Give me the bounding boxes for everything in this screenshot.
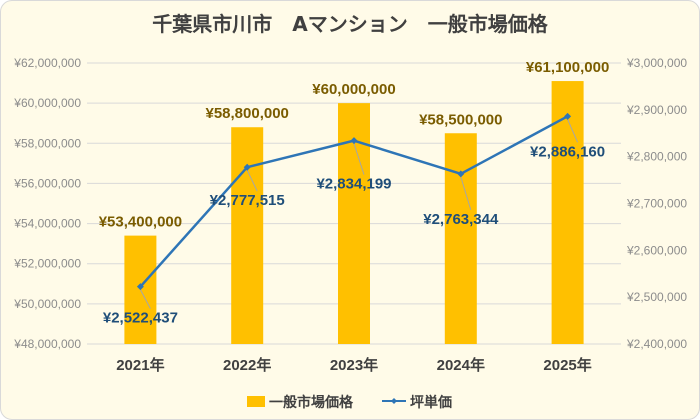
leader-line <box>460 176 472 210</box>
leader-line <box>567 119 579 143</box>
data-labels: ¥53,400,000 ¥58,800,000 ¥60,000,000 ¥58,500… <box>99 59 610 327</box>
right-axis-tick-label: ¥2,600,000 <box>626 243 687 257</box>
line-data-label: ¥2,763,344 <box>423 211 499 228</box>
category-tick-label: 2023年 <box>330 356 378 374</box>
legend-line-label: 坪単価 <box>410 394 452 411</box>
bar-data-label: ¥58,500,000 <box>419 111 502 128</box>
right-axis-tick-label: ¥2,800,000 <box>626 150 687 164</box>
left-axis-tick-label: ¥50,000,000 <box>13 297 81 311</box>
bar <box>551 81 584 345</box>
bar-series <box>124 81 584 345</box>
bar-data-label: ¥60,000,000 <box>312 81 395 98</box>
leader-line <box>353 143 365 175</box>
right-axis-tick-label: ¥2,400,000 <box>626 337 687 351</box>
category-tick-label: 2025年 <box>543 356 591 374</box>
legend: 一般市場価格 坪単価 <box>247 394 452 411</box>
line-point-marker <box>243 163 251 171</box>
right-axis-tick-label: ¥2,700,000 <box>626 197 687 211</box>
line-point-marker <box>564 112 572 120</box>
bar-data-label: ¥58,800,000 <box>205 105 288 122</box>
category-tick-label: 2022年 <box>223 356 271 374</box>
leader-line <box>246 169 258 192</box>
line-series <box>136 112 572 291</box>
left-axis-tick-label: ¥54,000,000 <box>13 217 81 231</box>
legend-bar-swatch <box>247 396 265 407</box>
bar-data-label: ¥53,400,000 <box>99 214 182 231</box>
legend-line-marker-icon <box>391 398 397 404</box>
line-point-marker <box>136 283 144 291</box>
right-axis-ticks: ¥2,400,000 ¥2,500,000 ¥2,600,000 ¥2,700,000… <box>626 56 687 351</box>
left-axis-tick-label: ¥58,000,000 <box>13 136 81 150</box>
line-data-label: ¥2,834,199 <box>316 176 391 193</box>
category-axis: 2021年 2022年 2023年 2024年 2025年 <box>116 356 592 374</box>
left-axis-ticks: ¥48,000,000 ¥50,000,000 ¥52,000,000 ¥54,000… <box>13 56 81 351</box>
leader-line <box>139 289 151 309</box>
line-data-label: ¥2,777,515 <box>210 192 285 209</box>
line-data-label: ¥2,522,437 <box>103 310 178 327</box>
category-tick-label: 2024年 <box>437 356 485 374</box>
bar <box>444 133 477 344</box>
left-axis-tick-label: ¥48,000,000 <box>13 337 81 351</box>
left-axis-tick-label: ¥52,000,000 <box>13 257 81 271</box>
bar-data-label: ¥61,100,000 <box>526 59 609 76</box>
line-point-marker <box>457 170 465 178</box>
label-leader-lines <box>139 119 579 309</box>
left-axis-tick-label: ¥62,000,000 <box>13 56 81 70</box>
right-axis-tick-label: ¥3,000,000 <box>626 56 687 70</box>
right-axis-tick-label: ¥2,500,000 <box>626 290 687 304</box>
line-point-marker <box>350 137 358 145</box>
left-axis-tick-label: ¥56,000,000 <box>13 176 81 190</box>
right-axis-tick-label: ¥2,900,000 <box>626 103 687 117</box>
legend-bar-label: 一般市場価格 <box>269 394 354 411</box>
bar <box>231 127 264 344</box>
left-axis-tick-label: ¥60,000,000 <box>13 96 81 110</box>
chart-title: 千葉県市川市 Aマンション 一般市場価格 <box>152 12 548 36</box>
category-tick-label: 2021年 <box>116 356 164 374</box>
line-data-label: ¥2,886,160 <box>530 143 605 160</box>
